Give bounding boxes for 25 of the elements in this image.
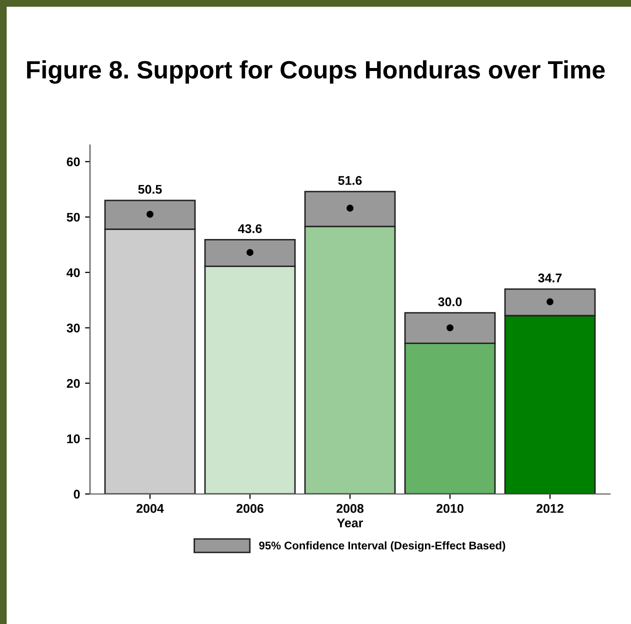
y-tick-label: 50 <box>66 212 80 222</box>
point <box>446 324 454 332</box>
point <box>146 210 154 218</box>
point <box>246 248 254 256</box>
data-label: 34.7 <box>538 274 562 282</box>
y-tick-label: 20 <box>66 379 80 388</box>
y-tick-label: 0 <box>74 490 80 499</box>
y-tick-label: 30 <box>66 324 80 332</box>
x-tick-label: 2010 <box>436 504 464 513</box>
y-tick-label: 10 <box>67 434 80 444</box>
point <box>546 298 554 306</box>
x-tick-label: 2012 <box>536 504 564 513</box>
point <box>346 204 354 212</box>
chart-title: Figure 8. Support for Coups Honduras over Time <box>27 60 605 84</box>
data-label: 30.0 <box>438 297 462 306</box>
text: 95% Confidence Interval (Design-Effect Based) <box>259 541 506 552</box>
y-tick-label: 60 <box>66 157 80 166</box>
data-label: 50.5 <box>138 184 162 194</box>
x-tick-label: 2006 <box>236 504 264 513</box>
data-label: 43.6 <box>238 224 262 234</box>
x-tick-label: 2004 <box>136 504 164 513</box>
x-tick-label: 2008 <box>336 504 364 513</box>
x-axis-title: Year <box>337 518 364 528</box>
y-tick-label: 40 <box>66 268 80 278</box>
data-label: 51.6 <box>338 176 362 185</box>
